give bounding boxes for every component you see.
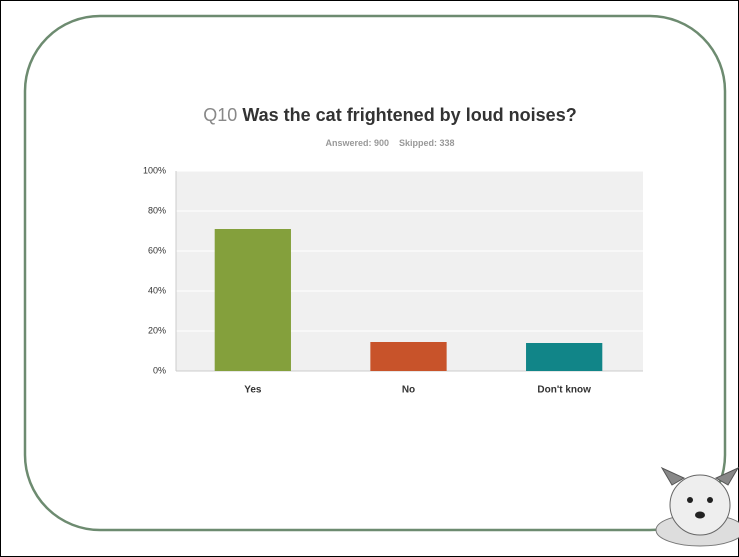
dog-illustration [655, 466, 739, 547]
x-tick-label: Don't know [537, 385, 591, 396]
x-tick-label: Yes [244, 385, 262, 396]
bar [526, 343, 603, 371]
answered: Answered: 900 [325, 138, 389, 148]
y-tick-label: 20% [148, 325, 166, 335]
skipped: Skipped: 338 [399, 138, 455, 148]
subtitle: Answered: 900 Skipped: 338 [325, 138, 454, 148]
y-tick-label: 60% [148, 245, 166, 255]
x-tick-label: No [402, 385, 415, 396]
title-text: Was the cat frightened by loud noises? [242, 105, 576, 125]
y-tick-label: 80% [148, 205, 166, 215]
bar [214, 229, 291, 371]
chart-title: Q10 Was the cat frightened by loud noise… [203, 105, 576, 125]
bar [370, 342, 447, 371]
y-tick-label: 40% [148, 285, 166, 295]
question-number: Q10 [203, 105, 237, 125]
y-tick-label: 0% [153, 365, 166, 375]
y-tick-label: 100% [143, 165, 166, 175]
